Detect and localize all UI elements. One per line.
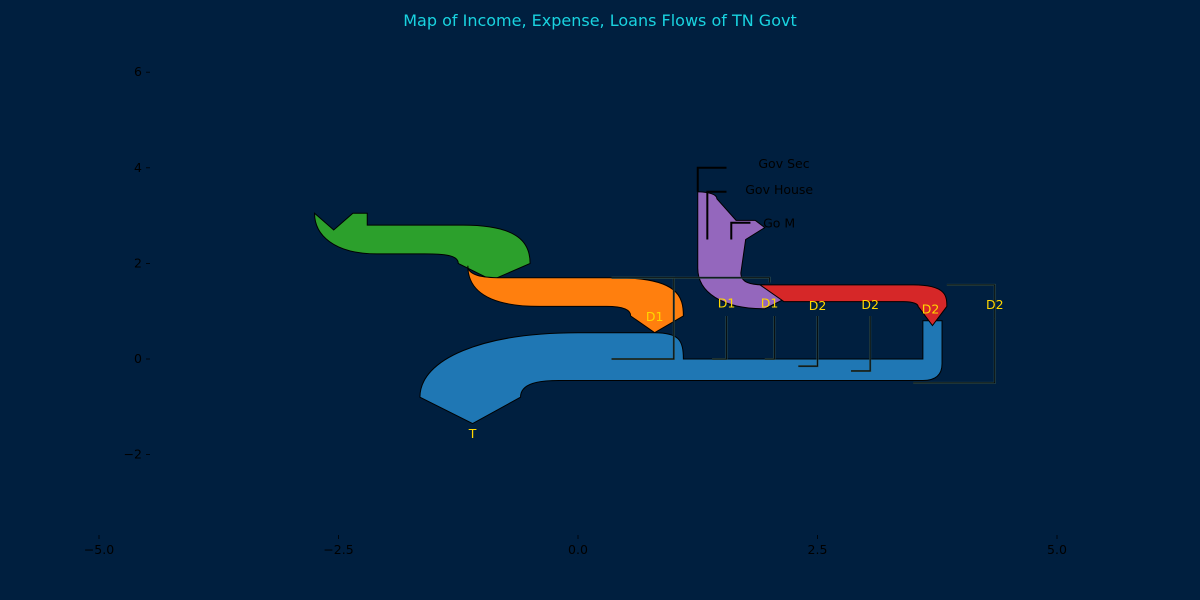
node-label-d2: D2 [922, 302, 940, 317]
node-label-d1: D1 [646, 309, 664, 324]
thin-flow-2 [712, 315, 728, 360]
node-labels: T D1 D1 D1 D2 D2 D2 D2 Gov Sec Gov House Go M [468, 156, 1004, 441]
y-tick-label: 2 [134, 255, 142, 270]
node-label-t: T [468, 426, 477, 441]
y-tick-label: −2 [124, 447, 142, 462]
flow-red [758, 284, 948, 327]
x-tick-label: 5.0 [1047, 542, 1067, 557]
thin-flow-3-edge [764, 315, 775, 360]
chart-title: Map of Income, Expense, Loans Flows of T… [403, 11, 796, 30]
thin-flow-2-edge [712, 315, 727, 360]
y-tick-label: 0 [134, 351, 142, 366]
thin-flow-4-edge [798, 315, 818, 367]
x-axis: −7.5−5.0−2.50.02.55.07.510.0 [84, 535, 1067, 557]
node-label-gov-house: Gov House [745, 182, 813, 197]
thin-flow-8-edge [611, 277, 770, 283]
x-tick-label: −2.5 [323, 542, 353, 557]
x-tick-label: 2.5 [808, 542, 828, 557]
node-label-d2: D2 [986, 297, 1004, 312]
thin-flow-6-edge [946, 284, 996, 319]
top-bracket-3 [730, 221, 751, 240]
flows-group [314, 166, 996, 425]
thin-flow-5-edge [851, 315, 871, 372]
node-label-go-m: Go M [763, 216, 795, 231]
flow-purple [697, 191, 790, 310]
y-tick-label: 4 [134, 160, 142, 175]
flow-blue [419, 320, 943, 425]
y-tick-label: 6 [134, 64, 142, 79]
node-label-d1: D1 [761, 295, 779, 310]
flow-green [314, 212, 531, 281]
node-label-d1: D1 [718, 295, 736, 310]
top-bracket-1 [696, 166, 727, 192]
node-label-d2: D2 [809, 298, 827, 313]
y-axis: −2 0 2 4 6 [124, 64, 150, 462]
thin-flow-3 [764, 315, 776, 360]
x-tick-label: 0.0 [568, 542, 588, 557]
node-label-d2: D2 [861, 297, 879, 312]
top-bracket-2 [706, 190, 727, 240]
thin-flow-7-edge [913, 318, 996, 384]
node-label-gov-sec: Gov Sec [758, 156, 809, 171]
x-tick-label: −5.0 [84, 542, 114, 557]
